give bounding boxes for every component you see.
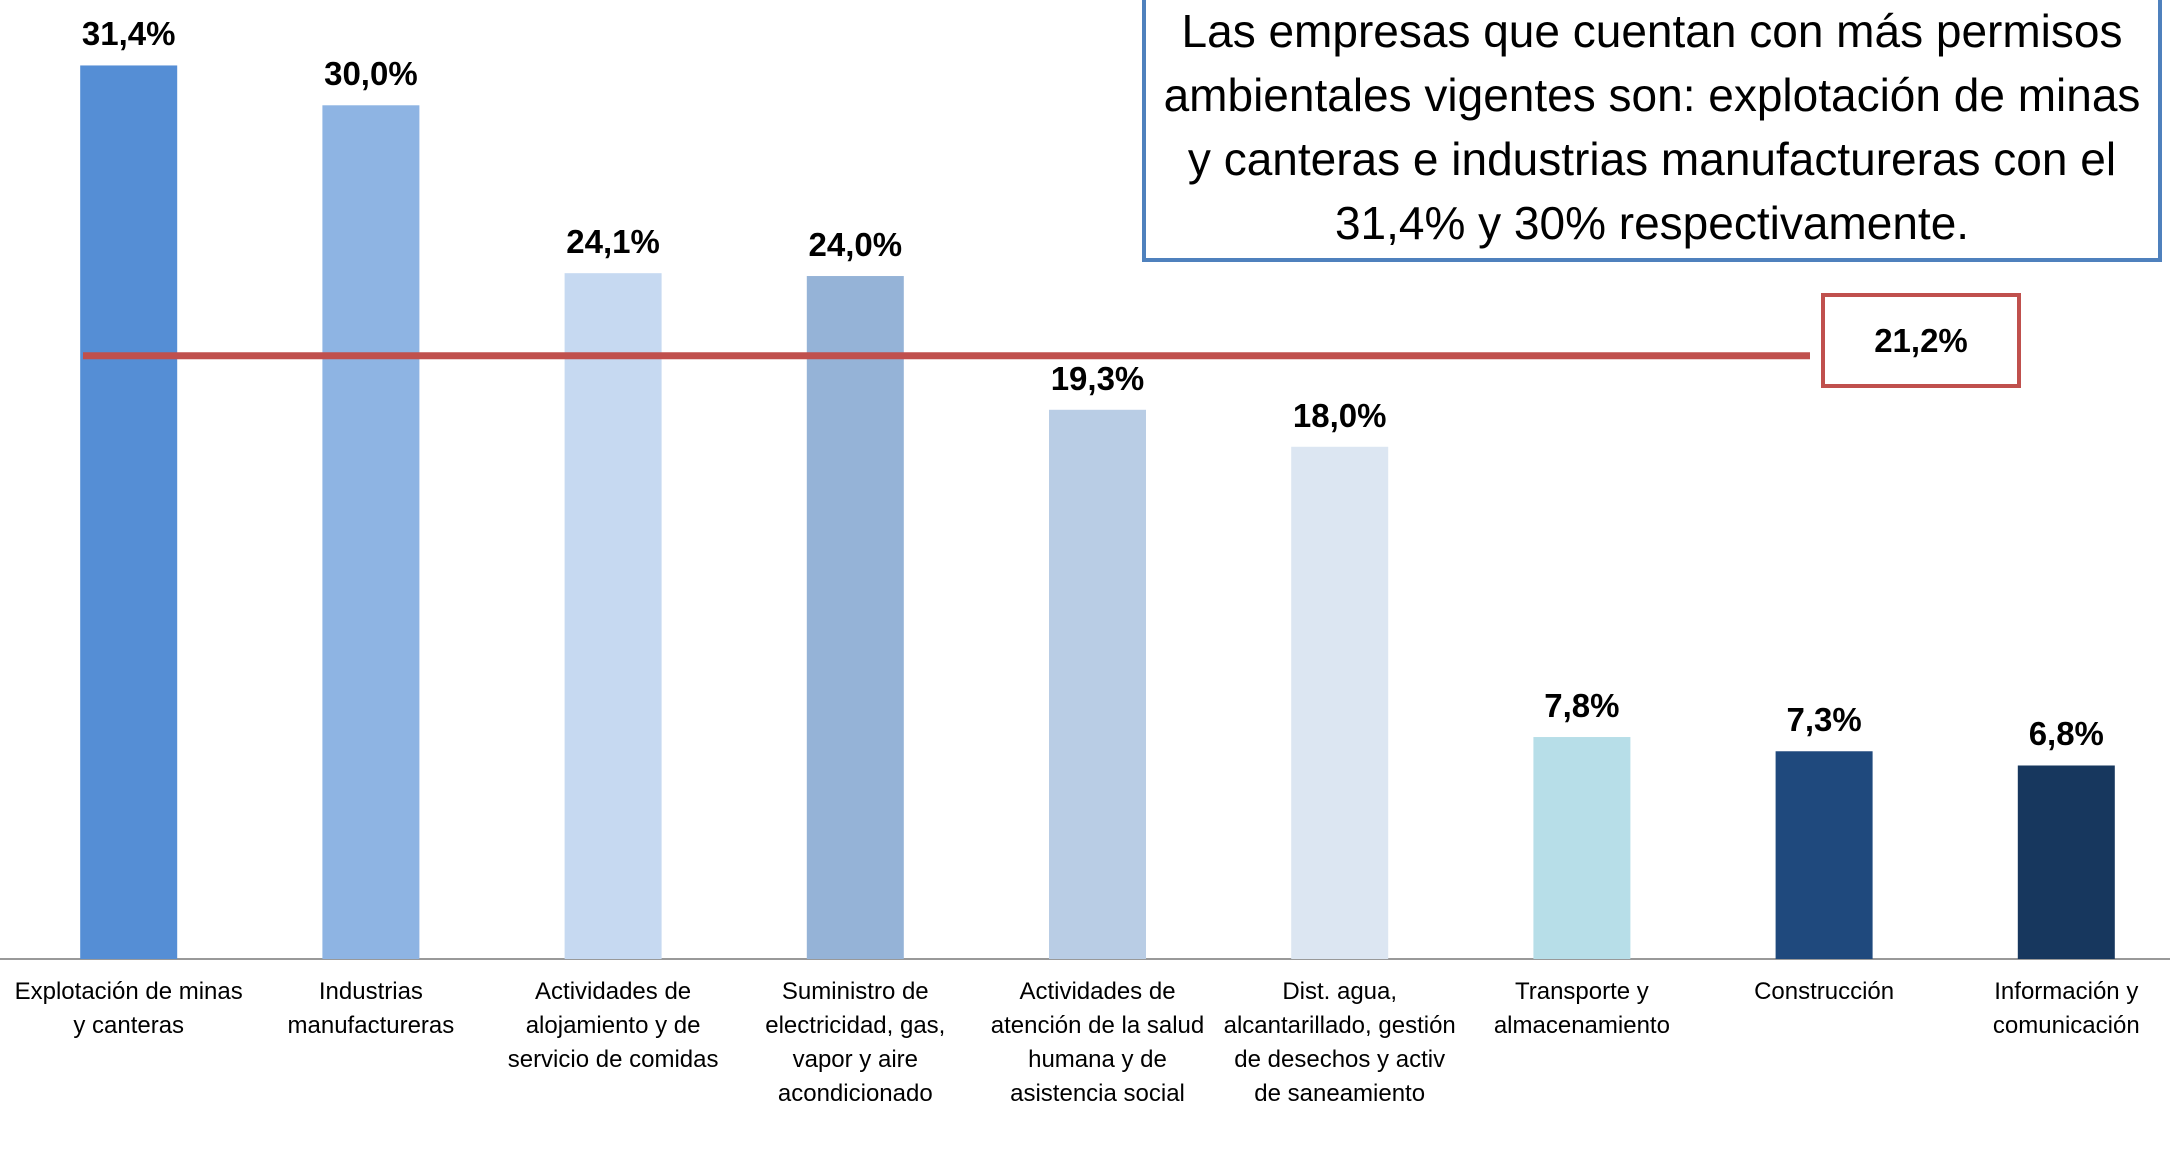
value-label: 31,4% [81,15,176,53]
bar [564,273,662,959]
reference-label: 21,2% [1821,293,2021,388]
value-label: 7,3% [1786,701,1862,739]
x-tick-label: Información y comunicación [1992,978,2140,1039]
x-tick-label: Actividades de atención de la salud huma… [990,978,1205,1107]
value-label: 19,3% [1050,359,1145,397]
bar [2017,765,2115,959]
bar [1533,737,1631,959]
x-tick-label: Industrias manufactureras [287,978,455,1039]
value-label: 18,0% [1292,396,1387,434]
x-tick-label: Suministro de electricidad, gas, vapor y… [765,978,946,1107]
value-label: 24,1% [566,223,660,261]
x-tick-label: Construcción [1754,978,1895,1005]
x-tick-label: Transporte y almacenamiento [1493,978,1670,1039]
value-label: 7,8% [1544,687,1620,725]
bar [1049,409,1146,960]
bar [1291,446,1389,959]
bar [322,105,420,960]
bar [1775,751,1873,959]
x-tick-label: Explotación de minas y canteras [14,978,243,1039]
x-tick-label: Actividades de alojamiento y de servicio… [507,978,719,1073]
bar [80,65,178,959]
annotation: Las empresas que cuentan con más permiso… [1142,0,2162,262]
x-tick-label: Dist. agua, alcantarillado, gestión de d… [1223,978,1456,1107]
value-label: 24,0% [808,226,903,264]
value-label: 30,0% [324,55,418,93]
bar [806,276,904,959]
value-label: 6,8% [2028,715,2104,753]
